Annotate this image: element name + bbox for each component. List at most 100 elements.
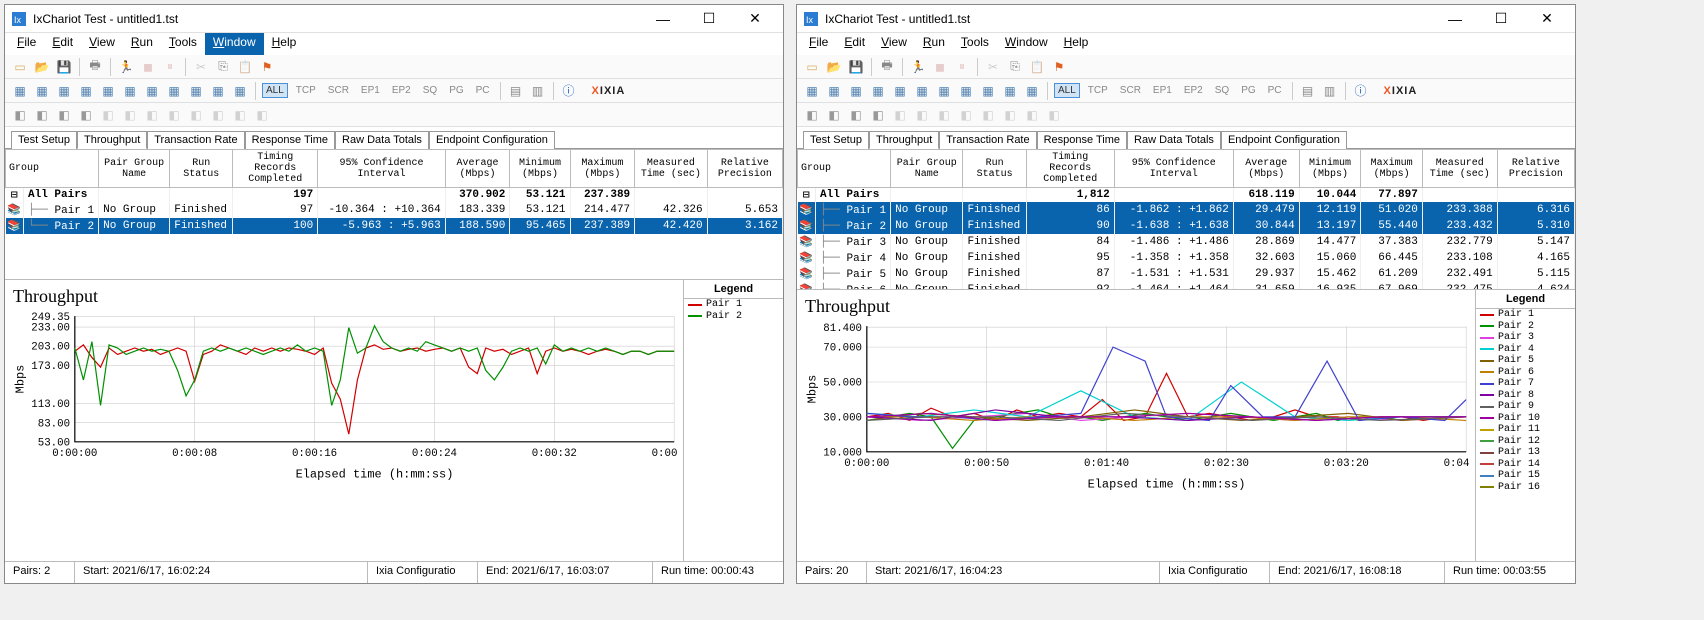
tab-raw-data-totals[interactable]: Raw Data Totals (335, 131, 429, 149)
flag-icon[interactable]: ⚑ (258, 58, 276, 76)
tool3-4[interactable]: ◧ (99, 106, 117, 124)
filter-tcp[interactable]: TCP (292, 83, 320, 98)
legend-item[interactable]: Pair 1 (684, 299, 783, 311)
tool2-3[interactable]: ▦ (77, 82, 95, 100)
tool3-6[interactable]: ◧ (935, 106, 953, 124)
run-icon[interactable]: 🏃 (909, 58, 927, 76)
copy-icon[interactable]: ⎘ (214, 58, 232, 76)
tool2-1[interactable]: ▦ (825, 82, 843, 100)
minimize-button[interactable]: — (641, 7, 685, 31)
menu-help[interactable]: Help (1056, 33, 1097, 55)
info-icon[interactable]: ⓘ (560, 82, 578, 100)
legend-item[interactable]: Pair 5 (1476, 355, 1575, 367)
tool2-4[interactable]: ▦ (99, 82, 117, 100)
tool2-2[interactable]: ▦ (55, 82, 73, 100)
table-row[interactable]: 📚├── Pair 2No GroupFinished90-1.638 : +1… (798, 218, 1575, 234)
tab-transaction-rate[interactable]: Transaction Rate (147, 131, 244, 149)
tool2-8[interactable]: ▦ (979, 82, 997, 100)
tool3-9[interactable]: ◧ (1001, 106, 1019, 124)
tool3-7[interactable]: ◧ (165, 106, 183, 124)
tool2-5[interactable]: ▦ (913, 82, 931, 100)
filter-all[interactable]: ALL (262, 83, 288, 98)
info-icon[interactable]: ⓘ (1352, 82, 1370, 100)
tool3-9[interactable]: ◧ (209, 106, 227, 124)
tab-throughput[interactable]: Throughput (869, 131, 939, 149)
filter-ep2[interactable]: EP2 (1180, 83, 1207, 98)
maximize-button[interactable]: ☐ (687, 7, 731, 31)
tab-test-setup[interactable]: Test Setup (11, 131, 77, 149)
menu-edit[interactable]: Edit (44, 33, 81, 55)
new-icon[interactable]: ▭ (11, 58, 29, 76)
menu-view[interactable]: View (81, 33, 123, 55)
legend-item[interactable]: Pair 14 (1476, 459, 1575, 471)
table-row[interactable]: 📚├── Pair 4No GroupFinished95-1.358 : +1… (798, 250, 1575, 266)
legend-item[interactable]: Pair 9 (1476, 401, 1575, 413)
copy-icon[interactable]: ⎘ (1006, 58, 1024, 76)
filter-ep1[interactable]: EP1 (1149, 83, 1176, 98)
tool3-0[interactable]: ◧ (11, 106, 29, 124)
tab-response-time[interactable]: Response Time (1037, 131, 1127, 149)
table-row[interactable]: 📚├── Pair 1No GroupFinished97-10.364 : +… (6, 202, 783, 218)
tool3-11[interactable]: ◧ (1045, 106, 1063, 124)
tool2-6[interactable]: ▦ (935, 82, 953, 100)
paste-icon[interactable]: 📋 (236, 58, 254, 76)
tab-endpoint-configuration[interactable]: Endpoint Configuration (1221, 131, 1347, 149)
legend-item[interactable]: Pair 2 (1476, 321, 1575, 333)
tool2-7[interactable]: ▦ (165, 82, 183, 100)
filter-ep2[interactable]: EP2 (388, 83, 415, 98)
paste-icon[interactable]: 📋 (1028, 58, 1046, 76)
tab-transaction-rate[interactable]: Transaction Rate (939, 131, 1036, 149)
filter-sq[interactable]: SQ (419, 83, 441, 98)
open-icon[interactable]: 📂 (33, 58, 51, 76)
group-collapse-icon[interactable]: ⊟ (11, 190, 18, 202)
tool2-10[interactable]: ▦ (231, 82, 249, 100)
legend-item[interactable]: Pair 3 (1476, 332, 1575, 344)
tool3-3[interactable]: ◧ (77, 106, 95, 124)
legend-item[interactable]: Pair 4 (1476, 344, 1575, 356)
tool3-5[interactable]: ◧ (121, 106, 139, 124)
menu-run[interactable]: Run (123, 33, 161, 55)
menu-window[interactable]: Window (205, 33, 264, 55)
tool3-5[interactable]: ◧ (913, 106, 931, 124)
legend-item[interactable]: Pair 7 (1476, 378, 1575, 390)
pause-icon[interactable]: ⏸ (161, 58, 179, 76)
tool2-10[interactable]: ▦ (1023, 82, 1041, 100)
legend-item[interactable]: Pair 10 (1476, 413, 1575, 425)
menu-help[interactable]: Help (264, 33, 305, 55)
tool3-1[interactable]: ◧ (825, 106, 843, 124)
menu-file[interactable]: File (801, 33, 836, 55)
stop-icon[interactable]: ◼ (139, 58, 157, 76)
pause-icon[interactable]: ⏸ (953, 58, 971, 76)
legend-item[interactable]: Pair 6 (1476, 367, 1575, 379)
tool2-7[interactable]: ▦ (957, 82, 975, 100)
tool3-0[interactable]: ◧ (803, 106, 821, 124)
tool3-7[interactable]: ◧ (957, 106, 975, 124)
tool2-y[interactable]: ▥ (529, 82, 547, 100)
legend-item[interactable]: Pair 11 (1476, 424, 1575, 436)
tool3-3[interactable]: ◧ (869, 106, 887, 124)
tool2-3[interactable]: ▦ (869, 82, 887, 100)
table-row[interactable]: 📚├── Pair 1No GroupFinished86-1.862 : +1… (798, 202, 1575, 218)
tool3-8[interactable]: ◧ (979, 106, 997, 124)
legend-item[interactable]: Pair 2 (684, 311, 783, 323)
legend-item[interactable]: Pair 12 (1476, 436, 1575, 448)
table-row[interactable]: 📚├── Pair 5No GroupFinished87-1.531 : +1… (798, 266, 1575, 282)
close-button[interactable]: ✕ (733, 7, 777, 31)
tool3-2[interactable]: ◧ (55, 106, 73, 124)
filter-tcp[interactable]: TCP (1084, 83, 1112, 98)
flag-icon[interactable]: ⚑ (1050, 58, 1068, 76)
tool2-x[interactable]: ▤ (507, 82, 525, 100)
tool2-5[interactable]: ▦ (121, 82, 139, 100)
menu-tools[interactable]: Tools (953, 33, 997, 55)
cut-icon[interactable]: ✂ (192, 58, 210, 76)
legend-item[interactable]: Pair 13 (1476, 447, 1575, 459)
tool2-8[interactable]: ▦ (187, 82, 205, 100)
tool3-2[interactable]: ◧ (847, 106, 865, 124)
tool2-6[interactable]: ▦ (143, 82, 161, 100)
table-row[interactable]: 📚└── Pair 2No GroupFinished100-5.963 : +… (6, 218, 783, 234)
tool2-4[interactable]: ▦ (891, 82, 909, 100)
tab-response-time[interactable]: Response Time (245, 131, 335, 149)
tool2-9[interactable]: ▦ (1001, 82, 1019, 100)
tab-endpoint-configuration[interactable]: Endpoint Configuration (429, 131, 555, 149)
maximize-button[interactable]: ☐ (1479, 7, 1523, 31)
